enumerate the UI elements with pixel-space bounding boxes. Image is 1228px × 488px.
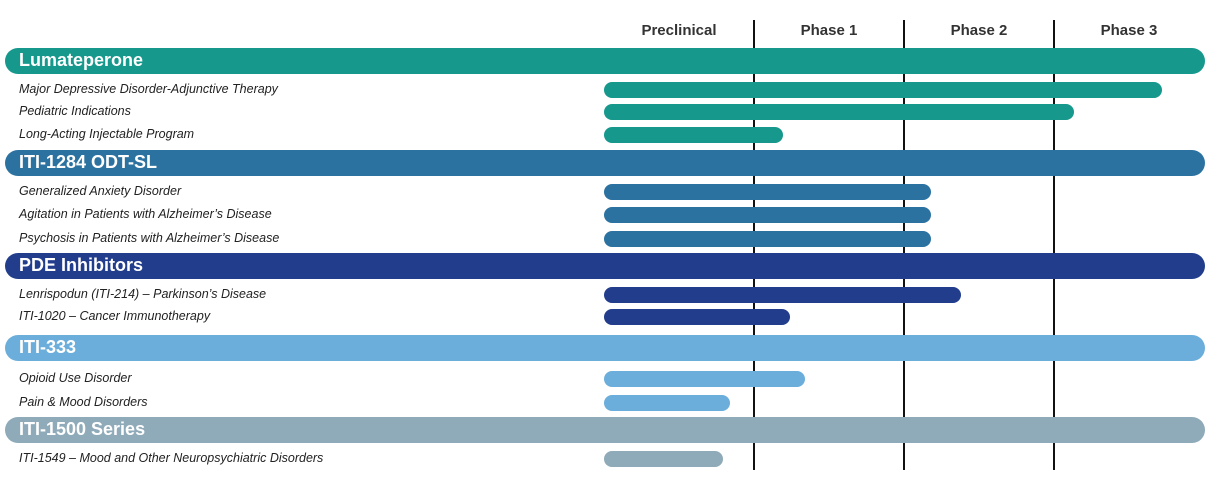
group-band: ITI-333 [5, 335, 1205, 361]
progress-bar [604, 451, 723, 467]
progress-bar [604, 82, 1162, 98]
indication-label: Psychosis in Patients with Alzheimer’s D… [19, 231, 280, 245]
indication-label: Opioid Use Disorder [19, 371, 132, 385]
phase-label-preclinical: Preclinical [641, 22, 717, 39]
progress-bar [604, 207, 931, 223]
progress-bar [604, 104, 1074, 120]
group-band: ITI-1284 ODT-SL [5, 150, 1205, 176]
indication-label: Long-Acting Injectable Program [19, 127, 195, 141]
indication-label: Major Depressive Disorder-Adjunctive The… [19, 82, 278, 96]
group-label: ITI-333 [19, 337, 77, 357]
group-band: ITI-1500 Series [5, 417, 1205, 443]
group-band: PDE Inhibitors [5, 253, 1205, 279]
phase-divider [1053, 20, 1055, 470]
group-band: Lumateperone [5, 48, 1205, 74]
indication-label: ITI-1020 – Cancer Immunotherapy [19, 309, 211, 323]
phase-label-phase-1: Phase 1 [800, 22, 858, 39]
progress-bar [604, 395, 730, 411]
group-label: ITI-1500 Series [19, 419, 146, 439]
indication-label: Generalized Anxiety Disorder [19, 184, 182, 198]
progress-bar [604, 184, 931, 200]
indication-label: Agitation in Patients with Alzheimer’s D… [19, 207, 272, 221]
progress-bar [604, 309, 790, 325]
progress-bar [604, 231, 931, 247]
indication-label: Lenrispodun (ITI-214) – Parkinson’s Dise… [19, 287, 267, 301]
indication-label: Pain & Mood Disorders [19, 395, 148, 409]
phase-label-phase-3: Phase 3 [1100, 22, 1158, 39]
progress-bar [604, 127, 783, 143]
group-label: PDE Inhibitors [19, 255, 144, 275]
indication-label: ITI-1549 – Mood and Other Neuropsychiatr… [19, 451, 324, 465]
progress-bar [604, 287, 961, 303]
progress-bar [604, 371, 805, 387]
group-label: ITI-1284 ODT-SL [19, 152, 158, 172]
phase-label-phase-2: Phase 2 [950, 22, 1008, 39]
group-label: Lumateperone [19, 50, 144, 70]
indication-label: Pediatric Indications [19, 104, 131, 118]
